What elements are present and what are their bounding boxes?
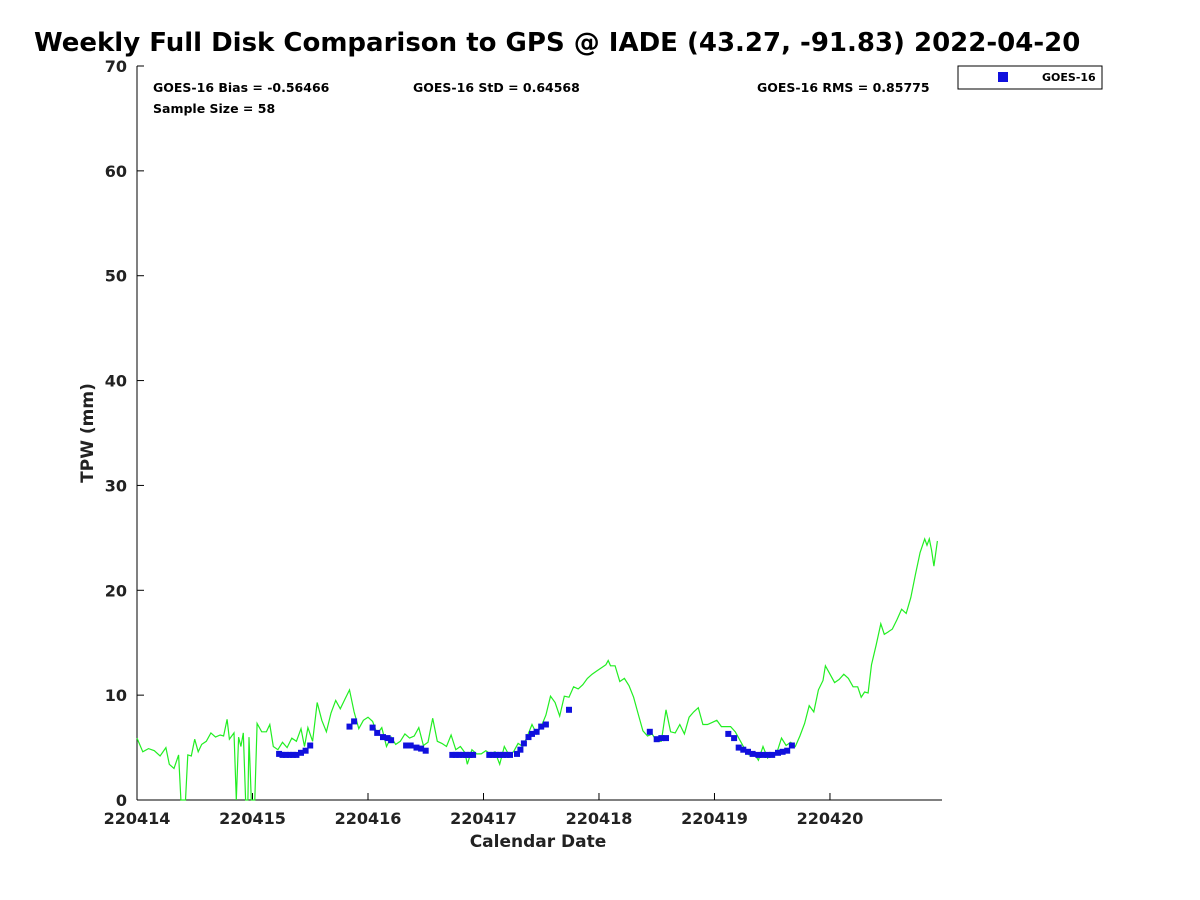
goes-16-point	[466, 751, 473, 758]
goes-16-point	[286, 751, 293, 758]
legend: GOES-16	[957, 65, 1103, 90]
goes-16-point	[764, 751, 771, 758]
chart-title: Weekly Full Disk Comparison to GPS @ IAD…	[34, 28, 1081, 58]
goes-16-point	[542, 721, 549, 728]
goes-16-point	[403, 742, 410, 749]
goes-16-point	[507, 751, 513, 758]
legend-label-goes-16: GOES-16	[1042, 71, 1096, 84]
goes-16-point	[760, 751, 766, 758]
goes-16-point	[289, 751, 296, 758]
y-tick-label: 70	[105, 57, 127, 76]
y-tick-label: 10	[105, 686, 127, 705]
goes-16-point	[470, 751, 477, 758]
goes-16-point	[653, 736, 660, 743]
goes-16-point	[407, 742, 414, 749]
y-tick-label: 30	[105, 476, 127, 495]
goes-16-point	[459, 751, 466, 758]
goes-16-point	[418, 745, 425, 752]
goes-16-point	[302, 747, 309, 754]
y-tick-label: 0	[116, 791, 127, 810]
labels-layer: Calendar Date TPW (mm) GOES-16 Bias = -0…	[78, 80, 930, 852]
sample-size-stat: Sample Size = 58	[153, 101, 275, 116]
goes-16-point	[384, 735, 391, 742]
goes-16-point	[422, 747, 429, 754]
goes-16-point	[283, 751, 289, 758]
goes-16-point	[735, 744, 742, 751]
y-tick-label: 50	[105, 267, 127, 286]
y-tick-label: 60	[105, 162, 127, 181]
goes-16-point	[380, 734, 386, 741]
x-tick-label: 220419	[681, 809, 748, 828]
goes-16-point	[449, 751, 456, 758]
goes-16-point	[307, 742, 314, 749]
goes-16-point	[351, 718, 358, 725]
goes-16-point	[374, 729, 381, 736]
legend-box	[957, 65, 1103, 90]
goes-16-point	[489, 751, 496, 758]
x-tick-label: 220418	[566, 809, 633, 828]
axes: 0 10 20 30 40 50 60 70 220414 220415 220416 220417 2…	[104, 57, 942, 828]
goes-16-point	[725, 730, 732, 737]
goes-16-point	[663, 735, 669, 742]
goes-16-point	[525, 734, 532, 741]
goes-16-point	[517, 746, 524, 753]
goes-16-point	[779, 748, 786, 755]
goes-16-point	[493, 751, 500, 758]
goes-16-point	[749, 750, 756, 757]
goes-16-point	[533, 728, 540, 735]
goes-16-point	[500, 751, 507, 758]
x-tick-label: 220416	[335, 809, 402, 828]
goes-16-point	[745, 748, 751, 755]
goes-16-point	[784, 747, 791, 754]
goes-16-point	[529, 730, 535, 737]
goes-16-point	[740, 746, 747, 753]
bias-stat: GOES-16 Bias = -0.56466	[153, 80, 330, 95]
goes-16-point	[514, 750, 520, 757]
goes-16-point	[346, 723, 353, 730]
goes-16-point	[503, 751, 510, 758]
goes-16-point	[538, 723, 545, 730]
x-axis-label: Calendar Date	[470, 832, 607, 852]
goes-16-point	[731, 735, 738, 742]
goes-16-point	[293, 751, 300, 758]
goes-16-point	[452, 751, 459, 758]
gps-series-line	[136, 536, 938, 801]
x-tick-label: 220417	[450, 809, 517, 828]
goes-16-point	[456, 751, 463, 758]
goes-16-point	[496, 751, 503, 758]
goes-16-point	[769, 751, 776, 758]
goes-16-point	[646, 728, 653, 735]
y-tick-label: 40	[105, 372, 127, 391]
goes-16-point	[298, 749, 304, 756]
y-tick-label: 20	[105, 581, 127, 600]
goes-16-point	[413, 744, 420, 751]
x-tick-label: 220415	[219, 809, 286, 828]
y-axis-label: TPW (mm)	[78, 383, 98, 483]
rms-stat: GOES-16 RMS = 0.85775	[757, 80, 930, 95]
x-tick-label: 220420	[797, 809, 864, 828]
goes-16-point	[279, 751, 286, 758]
goes-16-point	[276, 750, 283, 757]
std-stat: GOES-16 StD = 0.64568	[413, 80, 580, 95]
goes-16-point	[658, 735, 665, 742]
goes-16-point	[369, 724, 376, 731]
goes-16-point	[486, 751, 493, 758]
x-tick-label: 220414	[104, 809, 171, 828]
goes-16-point	[755, 751, 762, 758]
goes-16-point	[463, 751, 470, 758]
legend-marker-icon	[998, 72, 1008, 82]
goes-16-point	[566, 706, 572, 713]
goes-16-point	[788, 742, 795, 749]
goes-16-point	[520, 740, 527, 747]
goes-16-point	[388, 737, 395, 744]
series-layer	[136, 536, 938, 801]
goes-16-point	[775, 749, 781, 756]
